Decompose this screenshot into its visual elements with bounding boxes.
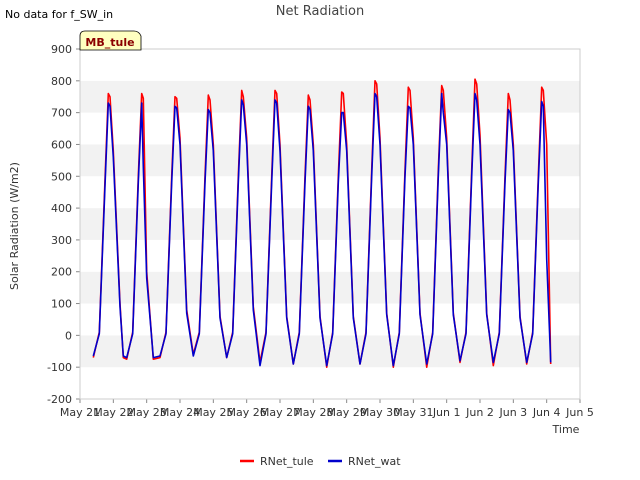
- series-line-RNet_wat: [92, 92, 552, 367]
- x-tick-label: May 25: [193, 406, 233, 419]
- grid-band: [80, 271, 580, 304]
- grid-band: [80, 112, 580, 145]
- x-tick-label: May 26: [227, 406, 267, 419]
- grid-band: [80, 367, 580, 399]
- legend-label-RNet_tule: RNet_tule: [260, 455, 314, 468]
- x-tick-label: May 21: [60, 406, 100, 419]
- x-tick-label: May 23: [127, 406, 167, 419]
- x-tick-label: Jun 3: [498, 406, 527, 419]
- series-lines: [92, 78, 552, 368]
- y-tick-label: 400: [51, 202, 72, 215]
- site-badge: MB_tule: [79, 30, 142, 51]
- no-data-notice: No data for f_SW_in: [5, 8, 114, 21]
- x-tick-label: May 31: [393, 406, 433, 419]
- site-badge-label: MB_tule: [85, 36, 134, 49]
- x-tick-label: May 28: [293, 406, 333, 419]
- x-tick-label: Jun 5: [565, 406, 594, 419]
- grid-band: [80, 144, 580, 177]
- grid-band: [80, 239, 580, 272]
- x-tick-label: May 24: [160, 406, 200, 419]
- x-tick-label: Jun 4: [532, 406, 561, 419]
- x-axis-label: Time: [552, 423, 580, 436]
- x-tick-label: May 30: [360, 406, 400, 419]
- grid-band: [80, 176, 580, 209]
- x-tick-label: Jun 1: [432, 406, 461, 419]
- y-axis-label: Solar Radiation (W/m2): [8, 162, 21, 290]
- y-tick-label: 600: [51, 138, 72, 151]
- y-tick-label: -100: [47, 361, 72, 374]
- y-tick-label: 500: [51, 170, 72, 183]
- grid-band: [80, 80, 580, 113]
- y-tick-label: 700: [51, 107, 72, 120]
- y-tick-label: -200: [47, 393, 72, 406]
- x-tick-label: May 22: [93, 406, 133, 419]
- y-tick-label: 0: [65, 329, 72, 342]
- grid-bands: [80, 49, 580, 399]
- legend: RNet_tule RNet_wat: [240, 455, 401, 468]
- y-tick-label: 100: [51, 298, 72, 311]
- grid-band: [80, 208, 580, 240]
- x-tick-label: May 29: [327, 406, 367, 419]
- y-tick-label: 900: [51, 43, 72, 56]
- legend-label-RNet_wat: RNet_wat: [348, 455, 401, 468]
- y-tick-label: 200: [51, 266, 72, 279]
- x-tick-label: Jun 2: [465, 406, 494, 419]
- y-tick-label: 800: [51, 75, 72, 88]
- grid-band: [80, 303, 580, 336]
- grid-band: [80, 49, 580, 81]
- y-tick-label: 300: [51, 234, 72, 247]
- chart-title: Net Radiation: [276, 4, 364, 19]
- plot-frame: [79, 48, 581, 400]
- y-axis-ticks: -200 -100 0 100 200 300 400 500 600 700 800 900: [47, 43, 80, 406]
- x-tick-label: May 27: [260, 406, 300, 419]
